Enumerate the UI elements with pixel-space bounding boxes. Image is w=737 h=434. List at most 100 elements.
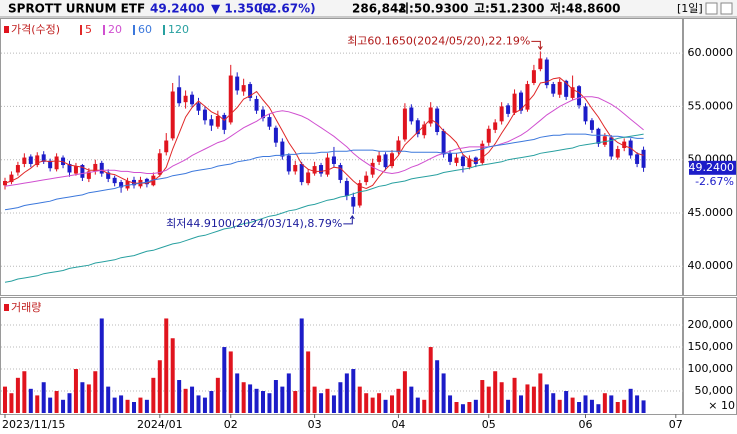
volume-bar xyxy=(435,360,440,413)
candle-body xyxy=(99,162,104,174)
header-change-pct: (-2.67%) xyxy=(258,2,316,16)
candle-body xyxy=(609,137,614,157)
volume-bar xyxy=(202,397,207,413)
volume-bar xyxy=(486,386,491,413)
candle-body xyxy=(519,92,523,111)
candle-body xyxy=(396,140,401,153)
candle-body xyxy=(170,91,175,139)
annotation: 최고60.1650(2024/05/20),22.19% xyxy=(347,34,530,47)
y-tick-label: 100,000 xyxy=(688,362,734,375)
candle-body xyxy=(512,93,517,113)
candle-body xyxy=(41,154,46,162)
candle-body xyxy=(615,149,620,158)
candle-body xyxy=(596,128,601,144)
volume-bar xyxy=(519,395,523,413)
legend-label: 5 xyxy=(85,23,92,36)
volume-bar xyxy=(609,395,614,413)
volume-panel xyxy=(0,297,683,415)
volume-bar xyxy=(54,391,59,413)
y-tick-label: 50,000 xyxy=(695,384,734,397)
volume-bar xyxy=(177,380,182,413)
candle-body xyxy=(409,107,414,122)
header-button[interactable] xyxy=(705,2,718,15)
candle-body xyxy=(280,141,285,157)
candle-body xyxy=(344,181,349,196)
candle-body xyxy=(222,114,227,130)
candle-body xyxy=(364,175,369,183)
legend-label: 20 xyxy=(108,23,122,36)
legend-icon xyxy=(4,304,9,311)
candle-body xyxy=(635,154,640,164)
candle-body xyxy=(551,84,556,94)
volume-bar xyxy=(364,393,369,413)
candle-body xyxy=(215,116,220,127)
candle-body xyxy=(531,70,536,83)
x-tick-label: 07 xyxy=(669,418,683,431)
volume-bar xyxy=(622,399,627,413)
header-low: 저:48.8600 xyxy=(550,1,621,16)
candle-body xyxy=(448,153,453,162)
volume-bar xyxy=(235,373,240,413)
legend-label: 120 xyxy=(168,23,189,36)
volume-bar xyxy=(15,377,20,413)
volume-bar xyxy=(357,386,362,413)
candle-body xyxy=(54,156,59,170)
price-panel xyxy=(0,18,683,296)
ma-line xyxy=(4,77,644,190)
volume-bar xyxy=(402,371,407,413)
candle-body xyxy=(273,127,278,143)
y-tick-label: 45.0000 xyxy=(688,206,734,219)
x-tick-label: 2023/11/15 xyxy=(2,418,65,431)
candle-body xyxy=(383,154,388,168)
candle-body xyxy=(67,163,72,173)
volume-bar xyxy=(299,318,304,413)
volume-bar xyxy=(473,399,478,413)
volume-bar xyxy=(377,393,382,413)
volume-bar xyxy=(641,400,646,413)
volume-bar xyxy=(73,369,78,413)
candle-body xyxy=(564,80,569,97)
volume-bar xyxy=(86,384,91,413)
x-tick-label: 2024/01 xyxy=(137,418,183,431)
volume-bar xyxy=(80,382,85,413)
ma-line xyxy=(4,133,644,283)
candle-body xyxy=(331,156,336,164)
candle-body xyxy=(538,58,543,70)
volume-bar xyxy=(396,388,401,413)
last-change-label: -2.67% xyxy=(695,175,734,188)
volume-bar xyxy=(635,395,640,413)
candle-body xyxy=(15,165,20,173)
header-bar xyxy=(0,0,737,17)
candle-body xyxy=(306,172,311,184)
ma-line xyxy=(4,133,644,211)
candle-body xyxy=(144,178,149,185)
candle-body xyxy=(80,165,85,178)
volume-bar xyxy=(61,399,66,413)
candle-body xyxy=(499,106,504,122)
volume-bar xyxy=(460,404,465,413)
volume-bar xyxy=(48,397,53,413)
volume-bar xyxy=(583,395,588,413)
candle-body xyxy=(235,76,240,91)
volume-bar xyxy=(370,397,375,413)
x-tick-label: 03 xyxy=(308,418,322,431)
candle-body xyxy=(577,86,582,106)
header-button[interactable] xyxy=(720,2,733,15)
candle-body xyxy=(267,117,272,127)
legend-title: 가격(수정) xyxy=(11,23,60,36)
candle-body xyxy=(467,158,472,168)
candle-body xyxy=(390,153,394,167)
volume-bar xyxy=(331,395,336,413)
volume-bar xyxy=(28,388,33,413)
volume-bar xyxy=(415,397,420,413)
volume-bar xyxy=(351,369,356,413)
volume-bar xyxy=(273,380,278,413)
candle-body xyxy=(241,85,246,92)
volume-bar xyxy=(557,399,562,413)
candle-body xyxy=(190,94,195,105)
volume-bar xyxy=(596,404,601,413)
header-period[interactable]: [1일] xyxy=(677,1,703,15)
candle-body xyxy=(473,157,478,164)
candle-body xyxy=(254,98,259,111)
volume-bar xyxy=(3,386,7,413)
